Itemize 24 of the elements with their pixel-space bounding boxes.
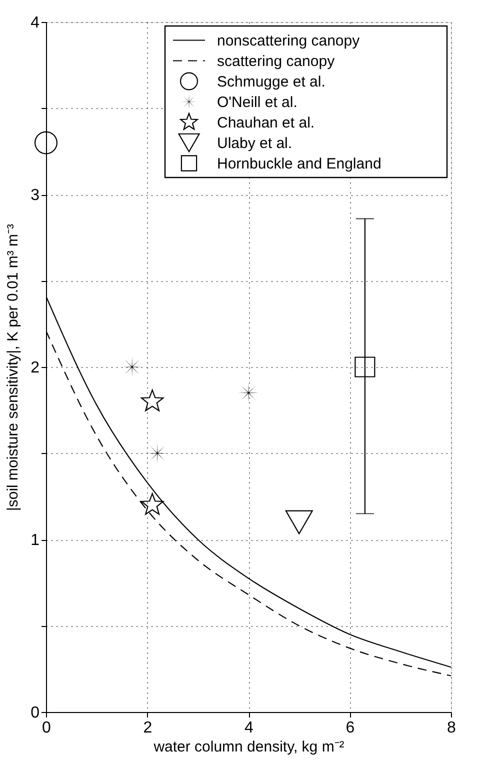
point bbox=[354, 356, 376, 378]
legend-label: Ulaby et al. bbox=[217, 134, 292, 152]
legend-label: nonscattering canopy bbox=[217, 32, 360, 50]
point bbox=[285, 510, 313, 534]
legend-label: Schmugge et al. bbox=[217, 73, 326, 90]
point bbox=[34, 131, 58, 154]
y-tick-label: 4 bbox=[30, 14, 40, 32]
point bbox=[140, 390, 164, 412]
y-axis-title: |soil moisture sensitivity|, K per 0.01 m³ m⁻³ bbox=[4, 224, 22, 512]
x-tick-label: 4 bbox=[244, 720, 254, 736]
legend-label: Hornbuckle and England bbox=[217, 155, 382, 172]
legend-label: O'Neill et al. bbox=[217, 94, 298, 111]
y-tick-label: 1 bbox=[30, 532, 40, 549]
y-tick-label: 3 bbox=[30, 187, 40, 204]
x-tick-label: 8 bbox=[447, 720, 456, 736]
x-tick-label: 0 bbox=[42, 720, 52, 736]
x-axis-title: water column density, kg m⁻² bbox=[152, 738, 344, 756]
legend-label: Chauhan et al. bbox=[217, 114, 315, 132]
x-tick-label: 2 bbox=[143, 720, 152, 736]
point bbox=[140, 493, 164, 515]
y-tick-label: 2 bbox=[30, 360, 40, 376]
y-tick-label: 0 bbox=[30, 704, 40, 722]
x-tick-label: 6 bbox=[346, 720, 355, 736]
legend-label: scattering canopy bbox=[217, 52, 336, 70]
